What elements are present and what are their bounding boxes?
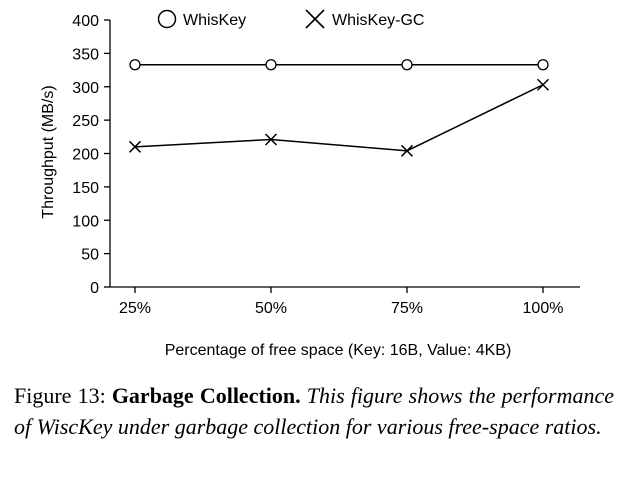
caption-body: This figure shows the performance of Wis… [14, 383, 614, 439]
x-axis-ticks: 25% 50% 75% 100% [119, 287, 563, 317]
legend-marker-whiskey-gc [305, 9, 325, 29]
y-tick-label: 400 [72, 13, 99, 30]
y-axis-ticks: 0 50 100 150 200 250 300 350 400 [72, 13, 110, 297]
legend-marker-whiskey [157, 9, 177, 29]
data-point-whiskey-gc [536, 78, 550, 91]
data-point-whiskey [265, 59, 277, 71]
caption-title: Garbage Collection. [111, 383, 301, 408]
y-tick-label: 50 [81, 247, 99, 264]
x-marker-stroke [128, 140, 142, 153]
y-tick-label: 200 [72, 147, 99, 164]
y-tick-label: 150 [72, 180, 99, 197]
series-whiskey-gc [128, 78, 550, 157]
legend-marker-stroke [305, 9, 325, 29]
x-axis-label: Percentage of free space (Key: 16B, Valu… [165, 342, 512, 359]
y-tick-label: 100 [72, 213, 99, 230]
data-point-whiskey [537, 59, 549, 71]
series-layer [128, 59, 550, 157]
line-chart: 0 50 100 150 200 250 300 350 400 25% 50% 75% 100% W… [40, 9, 580, 359]
x-marker-stroke [264, 133, 278, 146]
y-axis-label: Throughput (MB/s) [40, 85, 57, 218]
x-marker-stroke [536, 78, 550, 91]
y-tick-label: 250 [72, 113, 99, 130]
caption-prefix: Figure 13: [14, 383, 106, 408]
legend-label-whiskey-gc: WhisKey-GC [332, 12, 424, 29]
chart-axes [109, 20, 580, 288]
x-tick-label: 100% [523, 300, 564, 317]
legend-item-whiskey: WhisKey [157, 9, 246, 29]
figure-caption: Figure 13: Garbage Collection. This figu… [14, 380, 614, 442]
y-tick-label: 350 [72, 46, 99, 63]
data-point-whiskey [401, 59, 413, 71]
y-tick-label: 300 [72, 80, 99, 97]
series-line-whiskey-gc [134, 84, 544, 152]
data-point-whiskey-gc [400, 144, 414, 157]
data-point-whiskey-gc [128, 140, 142, 153]
legend-item-whiskey-gc: WhisKey-GC [305, 9, 424, 29]
x-tick-label: 25% [119, 300, 151, 317]
y-tick-label: 0 [90, 280, 99, 297]
legend: WhisKey WhisKey-GC [157, 9, 424, 29]
series-whiskey [129, 59, 549, 71]
x-tick-label: 75% [391, 300, 423, 317]
x-marker-stroke [400, 144, 414, 157]
data-point-whiskey [129, 59, 141, 71]
x-tick-label: 50% [255, 300, 287, 317]
data-point-whiskey-gc [264, 133, 278, 146]
legend-label-whiskey: WhisKey [183, 12, 246, 29]
